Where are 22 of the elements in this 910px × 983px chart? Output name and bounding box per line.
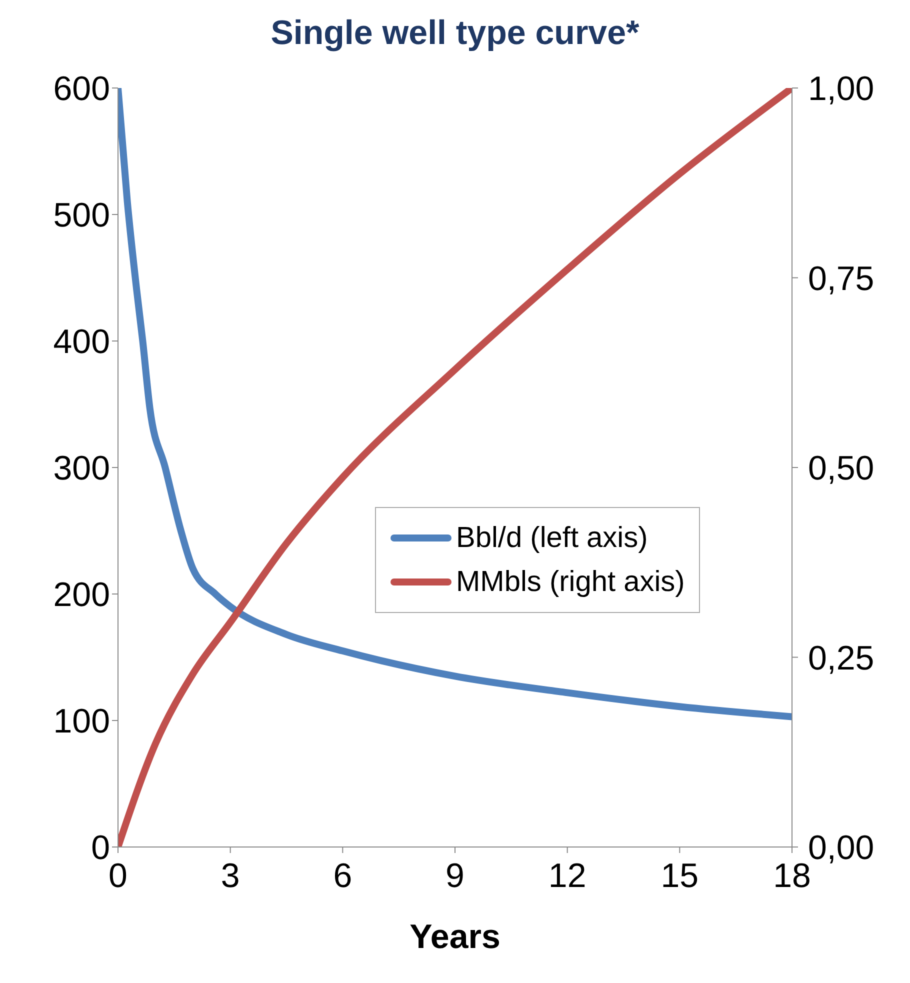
- y-tick-label: 100: [53, 702, 110, 741]
- y-tick-label: 400: [53, 323, 110, 362]
- x-tick-label: 3: [220, 857, 240, 896]
- y2-tick-label: 0,25: [808, 639, 874, 678]
- x-tick-label: 12: [548, 857, 586, 896]
- x-axis-title: Years: [410, 918, 500, 956]
- y-tick-label: 0: [91, 829, 110, 868]
- x-tick-label: 6: [333, 857, 352, 896]
- y-tick-label: 200: [53, 576, 110, 614]
- y2-tick-label: 0,50: [808, 450, 874, 488]
- y-tick-label: 500: [53, 196, 110, 235]
- x-tick-label: 18: [773, 857, 811, 896]
- y-tick-label: 600: [53, 70, 110, 108]
- legend-label: MMbls (right axis): [456, 565, 685, 600]
- y2-tick-label: 0,00: [808, 829, 874, 868]
- chart-title: Single well type curve*: [270, 13, 640, 54]
- x-tick-label: 15: [660, 857, 699, 896]
- legend-label: Bbl/d (left axis): [456, 521, 648, 556]
- y-tick-label: 300: [53, 450, 110, 488]
- y2-tick-label: 0,75: [808, 260, 874, 298]
- y2-tick-label: 1,00: [808, 70, 874, 108]
- x-tick-label: 9: [446, 857, 464, 896]
